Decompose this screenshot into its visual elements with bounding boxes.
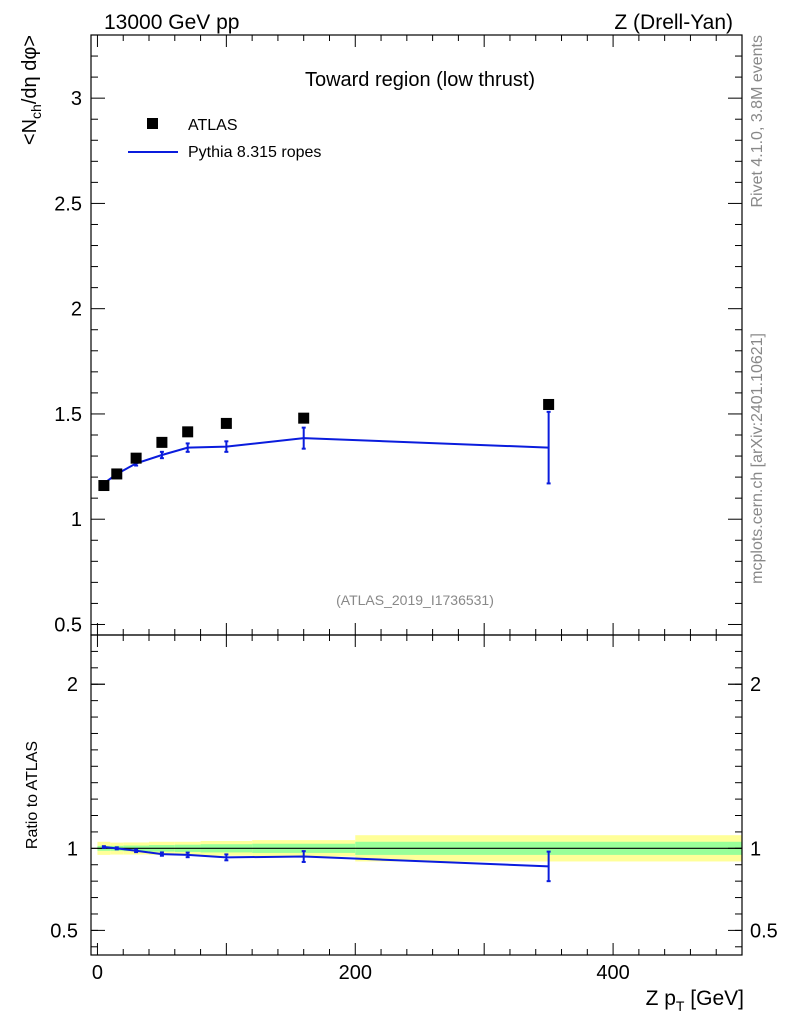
ratio-panel: 0.5 0.5 1 1 2 2 0 200 400 Ratio to ATLAS Z pT [… [24, 634, 778, 1014]
ratio-y-axis-label: Ratio to ATLAS [24, 741, 41, 849]
main-y-tick-labels: 0.5 1 1.5 2 2.5 3 [54, 88, 82, 636]
pythia-line [103, 437, 549, 485]
main-plot-title: Toward region (low thrust) [305, 69, 535, 91]
ratio-pythia-line [103, 846, 549, 868]
main-y-tick-label: 1 [71, 509, 82, 531]
legend-label-pythia: Pythia 8.315 ropes [188, 144, 321, 161]
xlabel-pre: Z p [646, 987, 676, 1010]
ratio-pythia-series [101, 845, 551, 883]
atlas-data-point [98, 480, 110, 492]
ylabel-pre: <N [19, 119, 41, 145]
main-y-tick-label: 2.5 [54, 193, 82, 215]
atlas-data-point [130, 452, 142, 464]
ratio-y-tick-label-left: 1 [67, 838, 78, 860]
header-beam-label: 13000 GeV pp [104, 11, 239, 34]
xlabel-post: [GeV] [684, 987, 744, 1010]
main-y-axis-label: <Nch/dη dφ> [19, 35, 44, 145]
main-y-tick-label: 0.5 [54, 614, 82, 636]
ratio-plot-frame [90, 634, 743, 956]
x-tick-labels: 0 200 400 [92, 962, 630, 984]
main-y-tick-label: 2 [71, 299, 82, 321]
atlas-data-point [182, 426, 194, 438]
main-panel: 0.511.522.53 Toward region (low thrust) … [19, 34, 743, 636]
analysis-label: (ATLAS_2019_I1736531) [336, 592, 494, 608]
atlas-data-point [220, 417, 232, 429]
ratio-axis-ticks [91, 635, 743, 955]
ratio-y-tick-label-right: 2 [750, 674, 761, 696]
ratio-y-tick-labels: 0.5 0.5 1 1 2 2 [50, 674, 778, 942]
atlas-series [98, 398, 555, 492]
legend: ATLAS Pythia 8.315 ropes [128, 117, 321, 161]
x-axis-label: Z pT [GeV] [646, 987, 744, 1014]
legend-label-atlas: ATLAS [188, 117, 238, 134]
ratio-y-tick-label-right: 0.5 [750, 920, 778, 942]
atlas-data-point [298, 412, 310, 424]
ratio-y-tick-label-right: 1 [750, 838, 761, 860]
header-process-label: Z (Drell-Yan) [614, 11, 733, 34]
main-axis-ticks [91, 34, 743, 635]
x-tick-label: 0 [92, 962, 103, 984]
main-y-tick-label: 1.5 [54, 404, 82, 426]
atlas-data-point [111, 468, 123, 480]
atlas-data-point [543, 398, 555, 410]
ratio-y-tick-label-left: 0.5 [50, 920, 78, 942]
ratio-y-tick-label-left: 2 [67, 674, 78, 696]
legend-marker-atlas [147, 118, 158, 129]
mcplots-label: mcplots.cern.ch [arXiv:2401.10621] [749, 333, 766, 584]
atlas-data-point [156, 436, 168, 448]
x-tick-label: 200 [339, 962, 372, 984]
xlabel-sub: T [676, 998, 685, 1014]
pythia-series [101, 410, 551, 486]
rivet-version-label: Rivet 4.1.0, 3.8M events [749, 35, 766, 208]
main-y-tick-label: 3 [71, 88, 82, 110]
x-tick-label: 400 [596, 962, 629, 984]
ylabel-sub: ch [28, 104, 44, 119]
ylabel-post: /dη dφ> [19, 35, 41, 104]
